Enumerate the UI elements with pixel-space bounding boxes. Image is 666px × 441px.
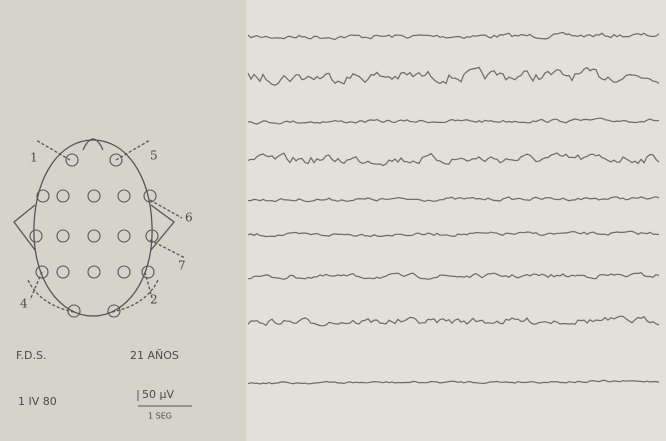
calibration-amplitude: 50 μV bbox=[142, 388, 174, 401]
patient-initials: F.D.S. bbox=[16, 349, 47, 362]
electrode-label: 2 bbox=[150, 293, 158, 307]
trace-panel bbox=[246, 0, 666, 441]
electrode-label: 7 bbox=[178, 259, 186, 273]
electrode-label: 6 bbox=[185, 211, 193, 225]
eeg-figure: 1 5 6 7 4 2 F.D.S. 21 AÑOS 1 IV 80 50 μV… bbox=[0, 0, 666, 441]
patient-age: 21 AÑOS bbox=[130, 349, 179, 362]
electrode-label: 4 bbox=[20, 297, 28, 311]
electrode-label: 5 bbox=[150, 149, 158, 163]
recording-date: 1 IV 80 bbox=[18, 395, 57, 408]
electrode-label: 1 bbox=[30, 151, 38, 165]
calibration-time: 1 SEG bbox=[148, 412, 172, 421]
